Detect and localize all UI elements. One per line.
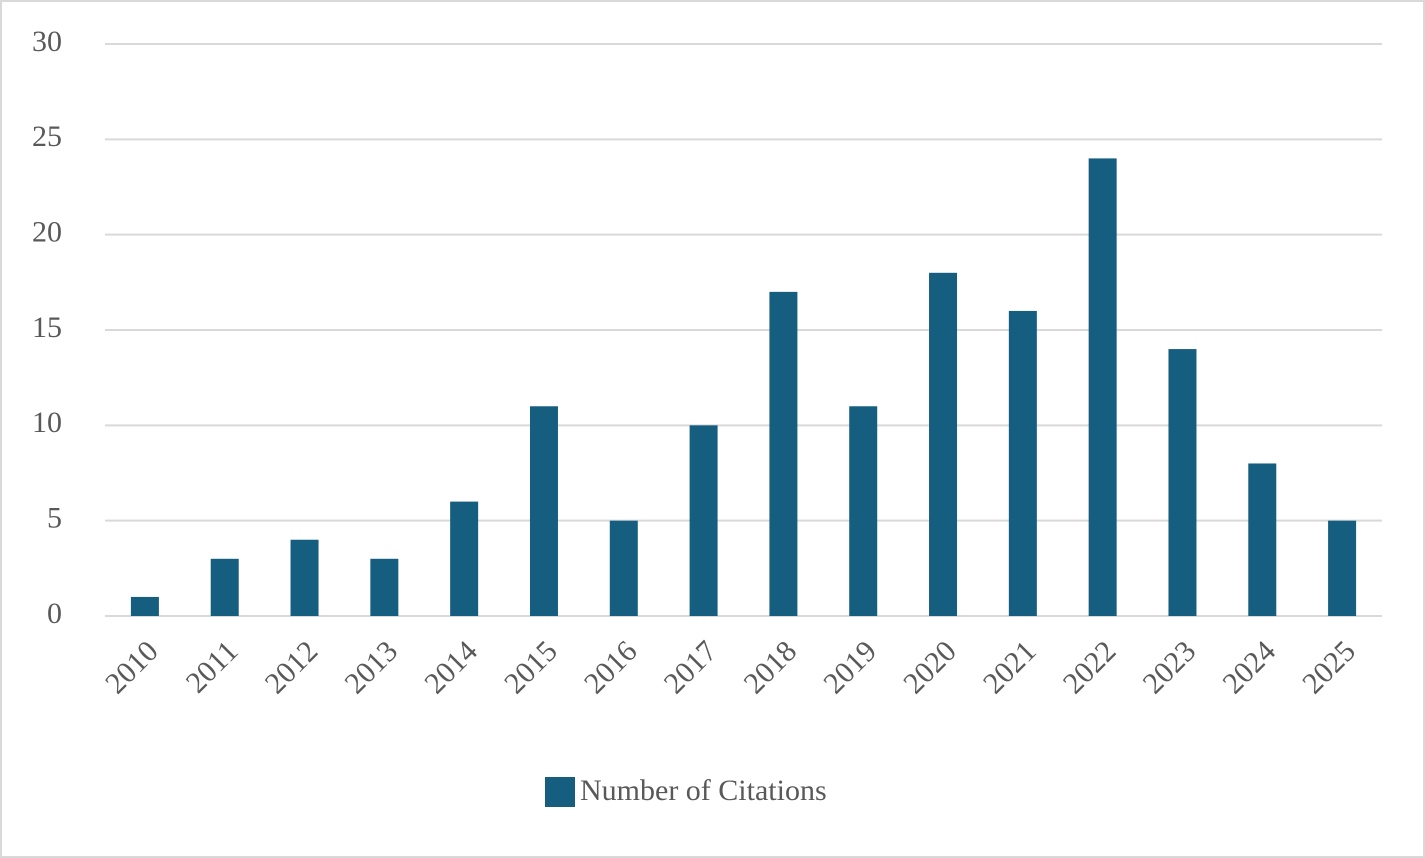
legend-label: Number of Citations bbox=[580, 774, 827, 807]
bar bbox=[929, 272, 958, 616]
y-tick-label: 5 bbox=[47, 502, 62, 535]
bar bbox=[370, 558, 399, 616]
bar bbox=[130, 596, 159, 616]
bar bbox=[1248, 463, 1277, 616]
y-tick-label: 10 bbox=[32, 406, 62, 439]
bar bbox=[1168, 349, 1197, 616]
bar bbox=[609, 520, 638, 616]
bar bbox=[1328, 520, 1357, 616]
bar bbox=[849, 406, 878, 616]
y-tick-label: 20 bbox=[32, 216, 62, 249]
y-tick-label: 15 bbox=[32, 311, 62, 344]
bar bbox=[529, 406, 558, 616]
bar bbox=[290, 539, 319, 616]
bar bbox=[1008, 310, 1037, 616]
y-tick-label: 0 bbox=[47, 597, 62, 630]
bar bbox=[1088, 158, 1117, 616]
y-tick-label: 25 bbox=[32, 120, 62, 153]
bar bbox=[450, 501, 479, 616]
bar bbox=[769, 291, 798, 616]
bar bbox=[210, 558, 239, 616]
y-tick-label: 30 bbox=[32, 25, 62, 58]
legend-swatch bbox=[545, 777, 575, 807]
bar bbox=[689, 425, 718, 616]
